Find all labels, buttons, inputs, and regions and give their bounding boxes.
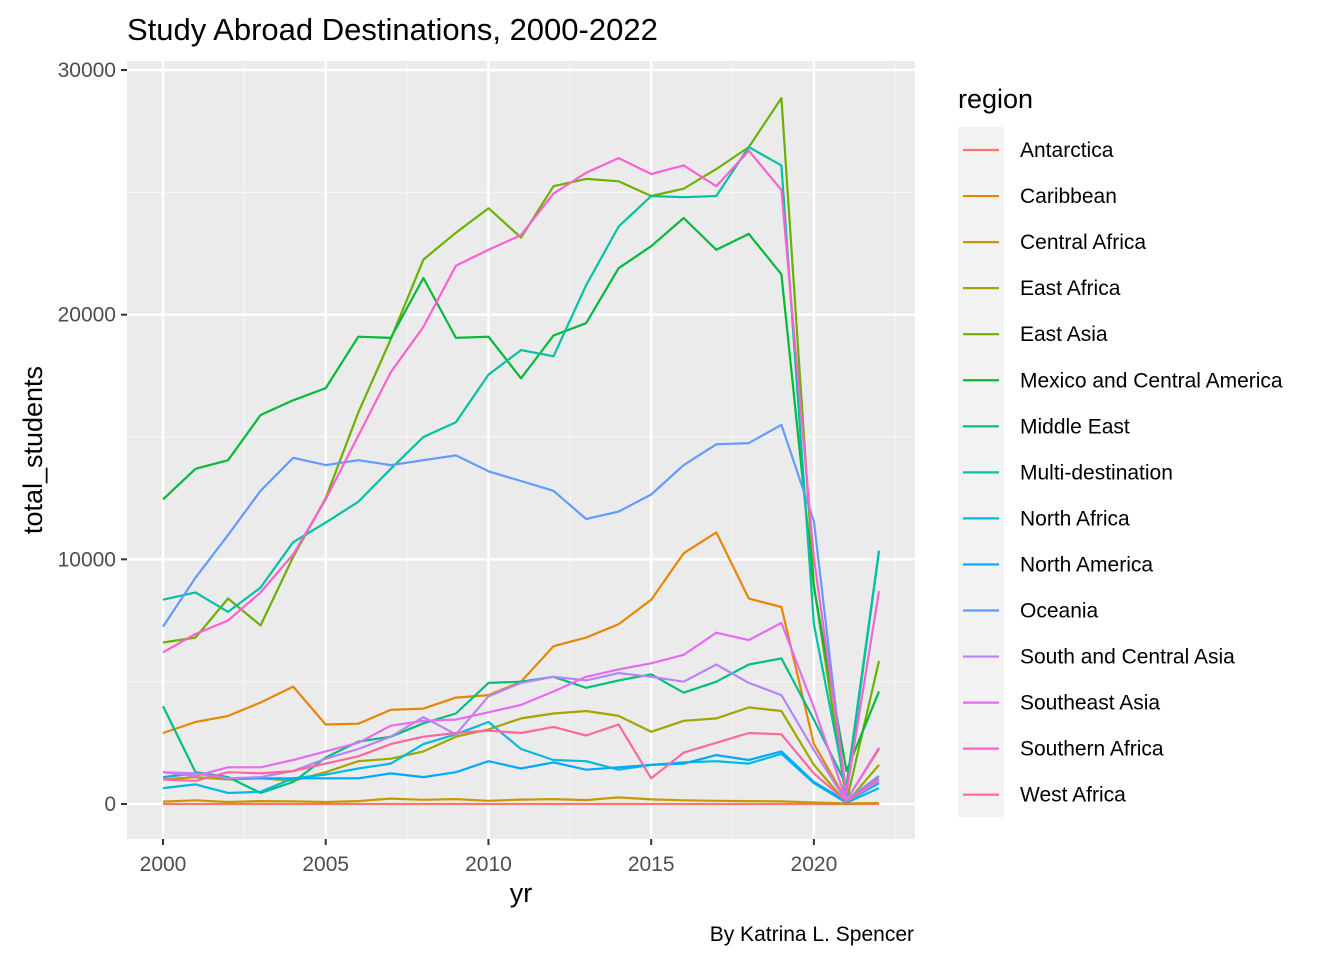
legend-label-north-africa: North Africa — [1020, 507, 1130, 530]
x-tick-label: 2000 — [140, 853, 187, 876]
series-line-southern-africa — [162, 149, 881, 795]
x-tick-label: 2020 — [791, 853, 838, 876]
legend-label-west-africa: West Africa — [1020, 784, 1126, 807]
x-tick-label: 2010 — [465, 853, 512, 876]
legend-label-south-and-central-asia: South and Central Asia — [1020, 646, 1235, 669]
chart-caption: By Katrina L. Spencer — [710, 923, 914, 946]
series-line-west-africa — [162, 723, 880, 803]
series-line-north-america — [162, 750, 880, 803]
series-line-east-africa — [162, 706, 880, 804]
series-line-southeast-asia — [162, 621, 880, 802]
series-line-central-africa — [162, 796, 880, 805]
legend-label-mexico-and-central-america: Mexico and Central America — [1020, 369, 1283, 392]
x-tick-label: 2005 — [302, 853, 349, 876]
series-lines — [162, 96, 881, 806]
y-axis: 0 10000 20000 30000 — [58, 59, 127, 816]
y-tick-label: 10000 — [58, 548, 116, 571]
legend-label-east-africa: East Africa — [1020, 277, 1121, 300]
legend-label-southern-africa: Southern Africa — [1020, 738, 1164, 761]
legend-label-multi-destination: Multi-destination — [1020, 461, 1173, 484]
series-line-middle-east — [162, 550, 881, 795]
legend-label-north-america: North America — [1020, 553, 1153, 576]
legend-label-caribbean: Caribbean — [1020, 185, 1117, 208]
y-tick-label: 20000 — [58, 304, 116, 327]
legend-label-oceania: Oceania — [1020, 600, 1099, 623]
legend-label-east-asia: East Asia — [1020, 323, 1108, 346]
x-axis-label: yr — [510, 878, 533, 908]
y-axis-label: total_students — [18, 366, 48, 534]
y-tick-label: 30000 — [58, 59, 116, 82]
legend-label-central-africa: Central Africa — [1020, 231, 1146, 254]
legend-title: region — [958, 84, 1033, 114]
series-line-north-africa — [162, 720, 880, 804]
legend: region Antarctica Caribbean Central Africa… — [958, 84, 1283, 817]
legend-label-middle-east: Middle East — [1020, 415, 1130, 438]
legend-label-southeast-asia: Southeast Asia — [1020, 692, 1160, 715]
legend-label-antarctica: Antarctica — [1020, 139, 1114, 162]
x-axis: 2000 2005 2010 2015 2020 — [140, 839, 838, 876]
x-tick-label: 2015 — [628, 853, 675, 876]
series-line-south-and-central-asia — [162, 663, 880, 803]
legend-items: Antarctica Caribbean Central Africa East Af… — [963, 139, 1283, 807]
y-tick-label: 0 — [104, 793, 116, 816]
series-line-multi-destination — [162, 146, 881, 793]
chart-title: Study Abroad Destinations, 2000-2022 — [127, 12, 658, 47]
series-line-oceania — [162, 423, 880, 802]
series-line-mexico-and-central-america — [162, 216, 881, 773]
series-line-east-asia — [162, 96, 881, 803]
